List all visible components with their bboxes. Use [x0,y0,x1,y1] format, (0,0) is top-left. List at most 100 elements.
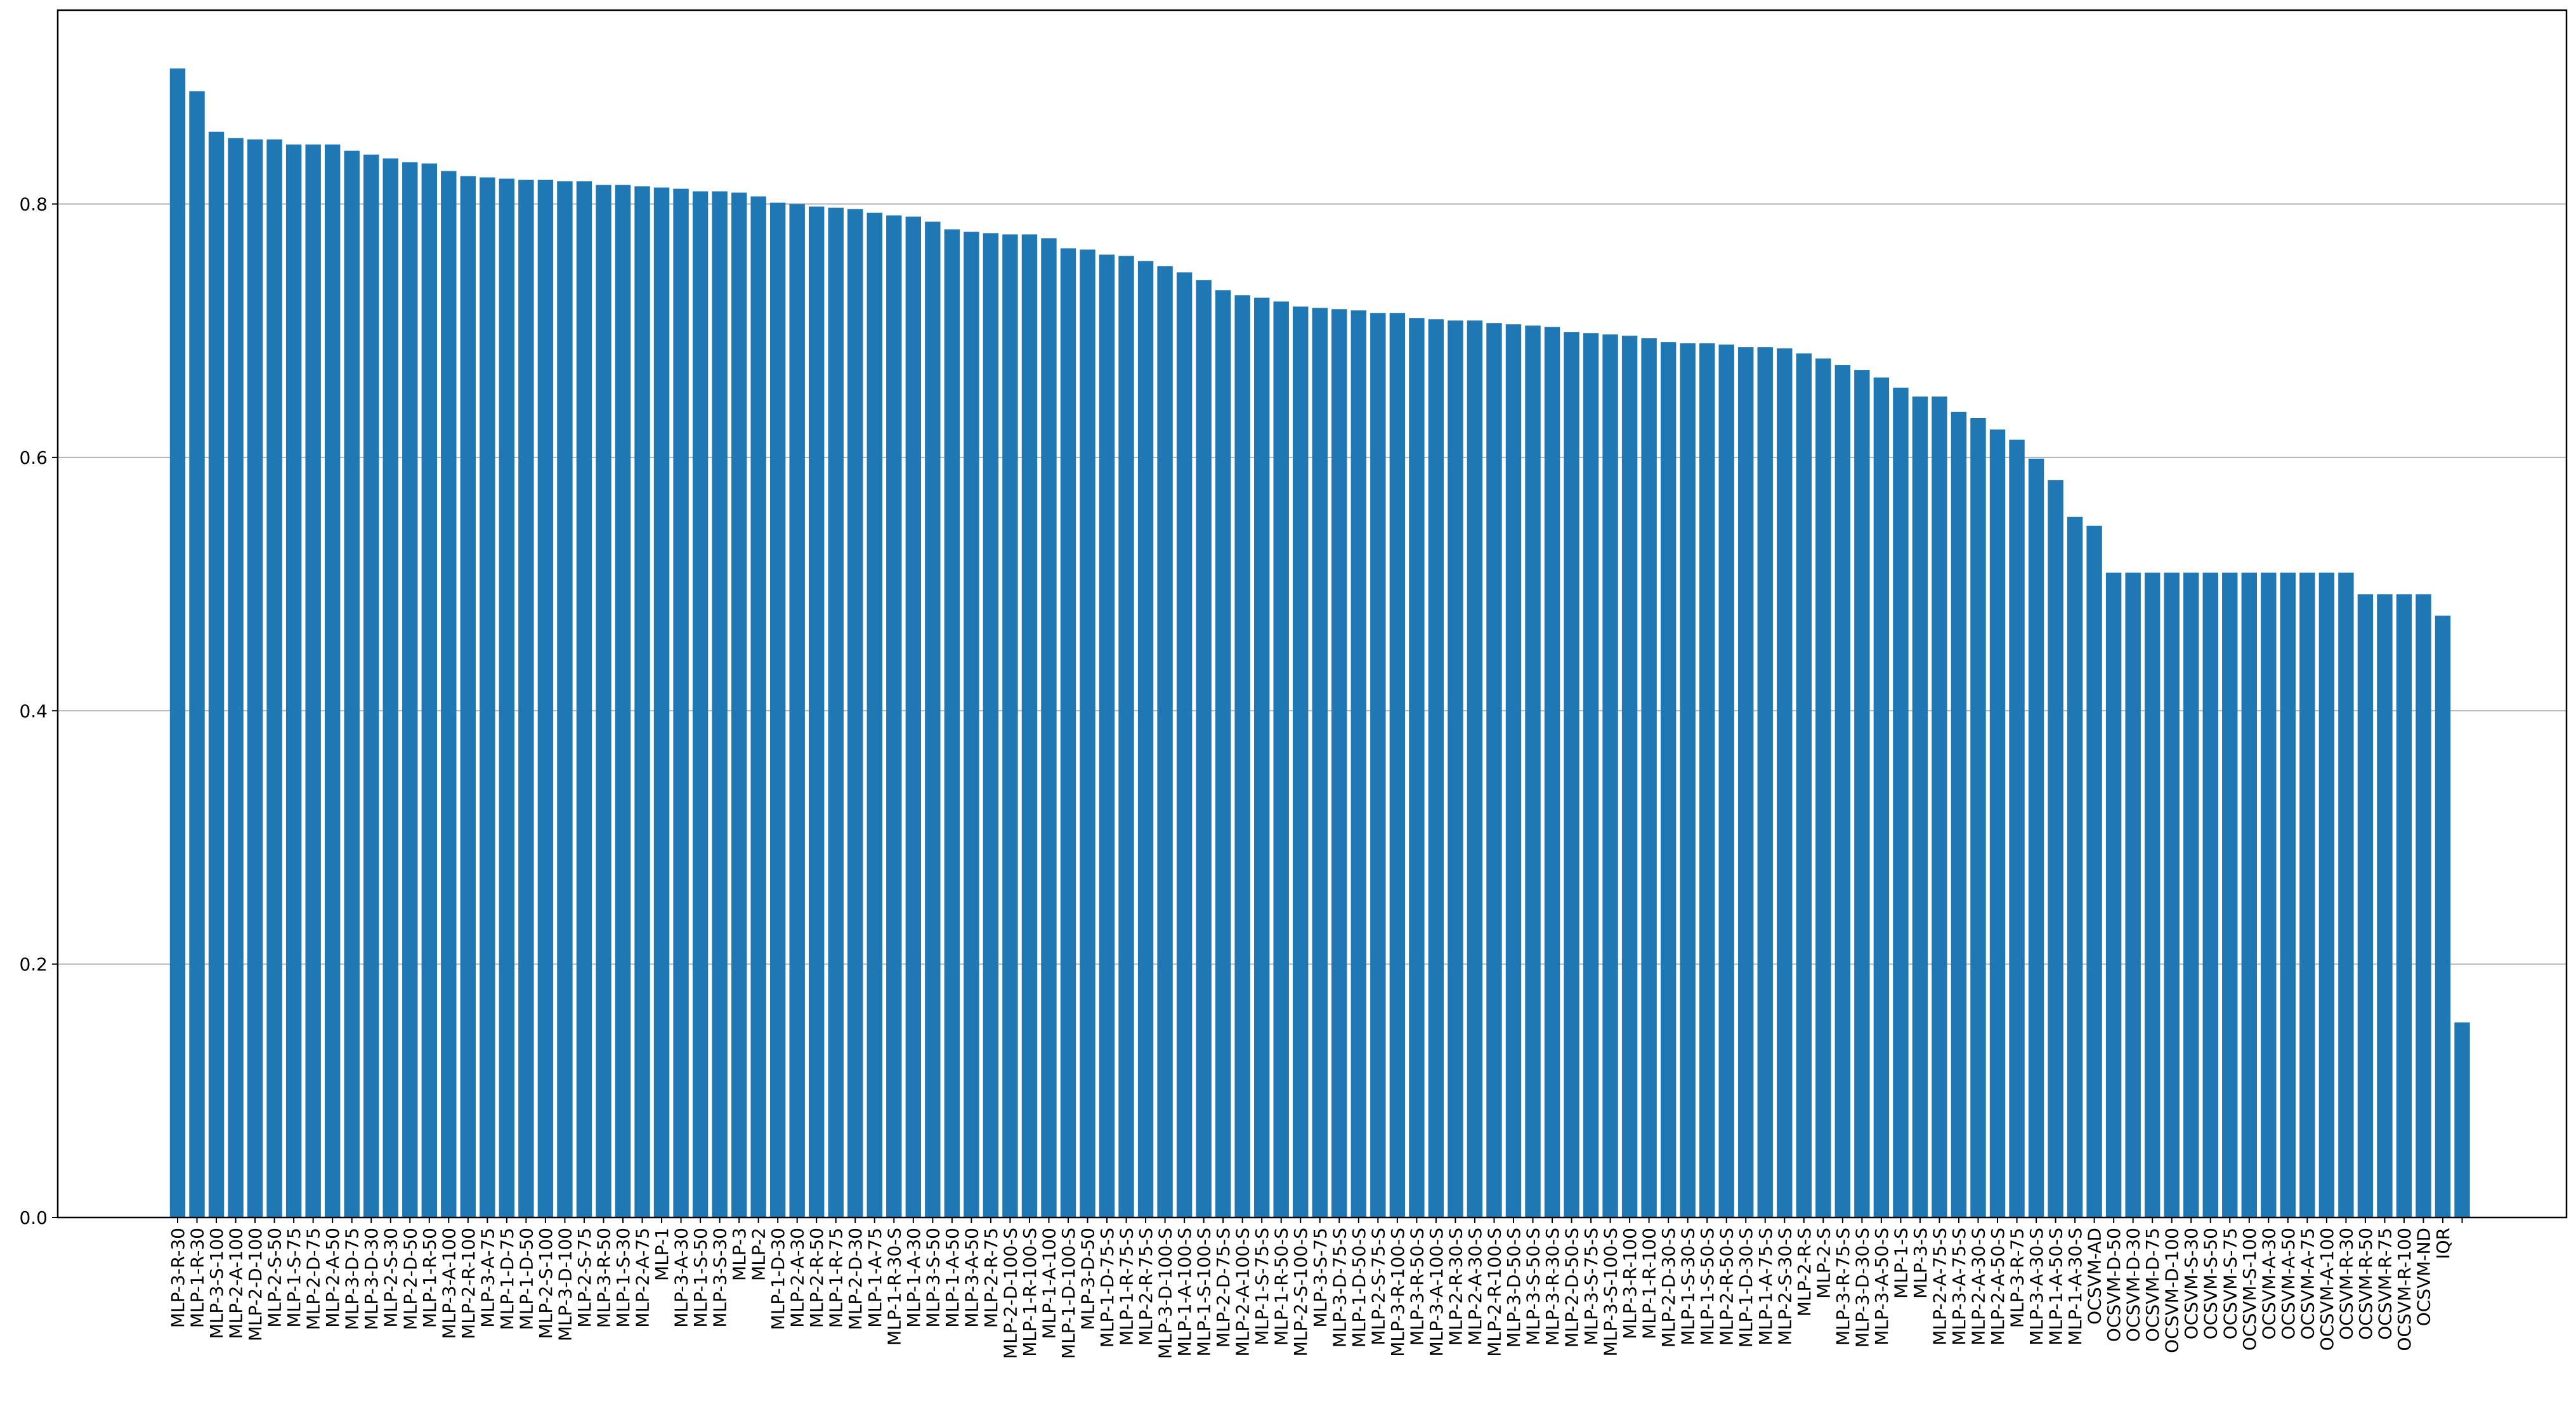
x-tick-label: MLP-2-A-30-S [1968,1228,1989,1346]
bar [1912,397,1928,1218]
x-tick-label: MLP-2-D-75 [303,1228,324,1330]
bar [964,232,979,1217]
x-tick-label: MLP-3-A-50-S [1871,1228,1892,1346]
x-tick-label: MLP-3-A-50 [961,1228,982,1328]
bar [208,131,225,1218]
bar [1253,298,1270,1217]
x-tick-label: OCSVM-A-75 [2297,1228,2318,1339]
x-tick-label: OCSVM-S-75 [2220,1228,2240,1339]
x-tick-label: OCSVM-AD [2084,1228,2105,1325]
bar [1699,343,1715,1217]
x-tick-label: MLP-2-D-100 [245,1228,266,1341]
bar [1002,234,1018,1217]
x-tick-label: MLP-3-R-100-S [1387,1228,1408,1357]
bar [189,91,205,1217]
bar [886,215,902,1218]
x-tick-label: MLP-3-A-75 [477,1228,498,1328]
x-tick-label: MLP-2-R-30-S [1445,1228,1466,1346]
bar [1428,319,1444,1217]
x-tick-label: MLP-2-D-100-S [1000,1228,1021,1359]
x-tick-label: MLP-2-D-75-S [1213,1228,1234,1348]
x-tick-label: MLP-3-A-30-S [2026,1228,2047,1346]
bar [692,191,709,1218]
bar [247,139,263,1217]
bar [1970,417,1986,1218]
bar [1505,324,1522,1218]
x-tick-label: MLP-2-R-100 [458,1228,479,1339]
bar [1331,309,1347,1217]
x-tick-label: MLP-1-S-50 [690,1228,711,1328]
x-tick-label: MLP-3-D-50-S [1503,1228,1524,1348]
x-tick-label: MLP-1-D-75 [497,1228,518,1330]
x-tick-label: MLP-3-R-100 [1619,1228,1640,1339]
x-tick-label: MLP-2-R-S [1794,1228,1815,1316]
bar [1060,248,1076,1217]
bar [285,144,302,1218]
x-tick-label: MLP-1-A-75-S [1755,1228,1776,1346]
bar [1118,256,1134,1217]
x-tick-label: MLP-2-S-75-S [1368,1228,1389,1345]
bar [1273,301,1289,1217]
x-tick-label: MLP-2-R-100-S [1484,1228,1505,1357]
x-tick-label: MLP-3-S-75 [1310,1228,1331,1328]
bar [1525,325,1541,1217]
x-tick-label: MLP-2-S-100 [535,1228,556,1339]
bar [1564,332,1579,1217]
bar [1815,358,1831,1218]
y-tick-label: 0.8 [19,194,48,215]
bar [2435,615,2451,1217]
bar [2338,572,2354,1217]
bar [266,139,282,1217]
x-tick-label: MLP-1-S-30-S [1678,1228,1699,1345]
x-tick-label: MLP-1-A-100 [1038,1228,1059,1339]
bar [653,187,670,1217]
bar [1757,347,1773,1218]
x-tick-label: MLP-1-D-50 [516,1228,537,1330]
bar [499,178,515,1218]
x-tick-label: MLP-3-S [1910,1228,1931,1299]
x-tick-label: MLP-1-A-50 [942,1228,963,1328]
x-tick-label: MLP-3-S-50-S [1522,1228,1543,1345]
bar [169,68,186,1217]
bar [557,181,573,1218]
bar [1989,429,2006,1217]
x-tick-label: MLP-2-A-100-S [1232,1228,1253,1356]
bar [1099,254,1115,1217]
x-tick-label: OCSVM-R-30 [2336,1228,2357,1340]
x-tick-label: MLP-1-D-30 [768,1228,788,1330]
x-tick-label: MLP-1-D-75-S [1097,1228,1118,1348]
x-tick-label: MLP-1-S-50-S [1697,1228,1718,1345]
x-tick-label: MLP-1 [651,1228,672,1281]
bar [1834,365,1851,1217]
x-tick-label: MLP-2-D-30 [845,1228,866,1330]
x-tick-label: MLP-2-D-50-S [1562,1228,1583,1348]
bar [1021,234,1038,1217]
bar [1602,334,1618,1218]
x-tick-label: MLP-1-R-75-S [1116,1228,1137,1346]
bar [1486,323,1502,1218]
bar [2241,572,2257,1217]
x-tick-label: MLP-3-A-75-S [1949,1228,1970,1346]
x-tick-label: OCSVM-D-75 [2142,1228,2163,1342]
bar [1137,261,1154,1217]
x-tick-label: MLP-3-S-75-S [1581,1228,1602,1345]
bar [2009,439,2025,1217]
bar [2261,572,2277,1217]
x-tick-label: OCSVM-S-100 [2239,1228,2260,1351]
bar [1409,318,1425,1217]
bar [847,209,863,1218]
bar [2222,572,2238,1217]
bar [1080,249,1095,1217]
bar [1680,343,1696,1217]
bar [2183,572,2199,1217]
bar [480,177,495,1217]
x-tick-label: MLP-2-R-75 [981,1228,1002,1328]
x-tick-label: MLP-3-S-50 [922,1228,943,1328]
bar [1951,412,1967,1217]
bar [2318,572,2335,1217]
bar [1041,238,1057,1218]
x-tick-label: MLP-1-S-30 [613,1228,634,1328]
bar [1293,306,1309,1217]
x-tick-label: MLP-2-S-30 [381,1228,402,1328]
bar [983,233,999,1218]
